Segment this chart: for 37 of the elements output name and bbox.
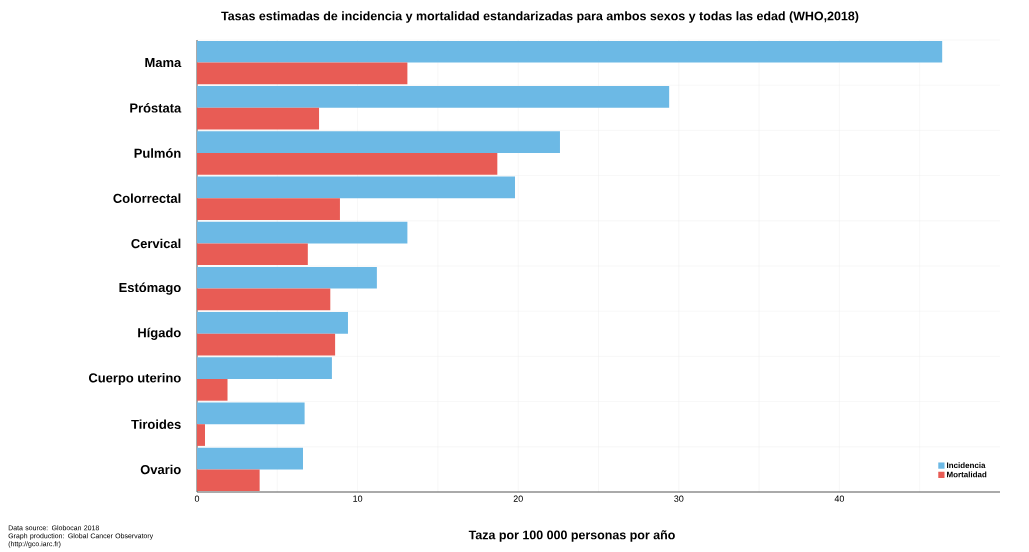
- x-axis-title: Taza por 100 000 personas por año: [468, 530, 675, 542]
- bar: [197, 40, 943, 63]
- bar: [197, 333, 336, 356]
- bar: [197, 198, 340, 220]
- bar: [197, 221, 408, 244]
- bar: [197, 86, 670, 108]
- x-tick-label: 40: [834, 495, 845, 502]
- bar: [197, 131, 560, 153]
- y-tick-label: Hígado: [138, 327, 181, 340]
- bar: [197, 379, 228, 401]
- y-tick-label: Próstata: [130, 102, 182, 113]
- x-tick-label: 10: [353, 495, 363, 502]
- bar: [197, 107, 320, 130]
- bar: [197, 447, 303, 470]
- bar: [197, 153, 498, 175]
- x-tick-label: 0: [194, 495, 200, 502]
- bar: [197, 176, 515, 199]
- bar: [197, 357, 332, 379]
- bar: [197, 402, 305, 425]
- y-tick-label: Cuerpo uterino: [88, 372, 181, 386]
- y-tick-label: Cervical: [131, 238, 181, 249]
- x-tick-label: 30: [674, 495, 684, 502]
- y-tick-label: Ovario: [140, 464, 181, 475]
- y-tick-label: Tiroides: [131, 419, 181, 429]
- bar: [197, 62, 408, 85]
- bar: [197, 266, 377, 289]
- y-tick-label: Pulmón: [134, 148, 181, 158]
- bar: [197, 469, 260, 492]
- bar: [197, 288, 331, 311]
- bar: [197, 243, 308, 266]
- y-tick-label: Estómago: [119, 282, 181, 295]
- y-tick-label: Mama: [145, 58, 182, 68]
- x-tick-label: 20: [513, 495, 523, 502]
- chart-title: Tasas estimadas de incidencia y mortalidad estandarizadas para ambos sexos y todas las edad (WHO,2018): [221, 11, 859, 23]
- bar: [197, 312, 348, 334]
- y-tick-label: Colorrectal: [113, 193, 181, 203]
- bar: [197, 424, 206, 446]
